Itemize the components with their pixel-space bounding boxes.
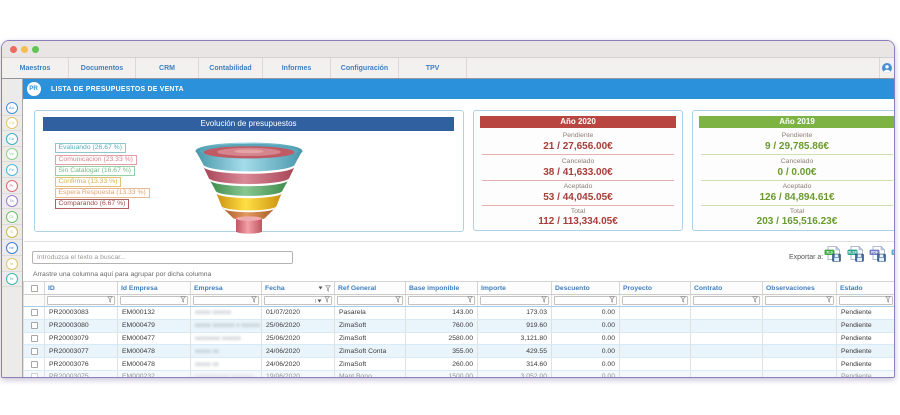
svg-text:CSV: CSV	[893, 251, 895, 255]
svg-text:XLSX: XLSX	[848, 251, 858, 255]
svg-text:PDF: PDF	[871, 251, 878, 255]
svg-text:XLS: XLS	[826, 251, 833, 255]
